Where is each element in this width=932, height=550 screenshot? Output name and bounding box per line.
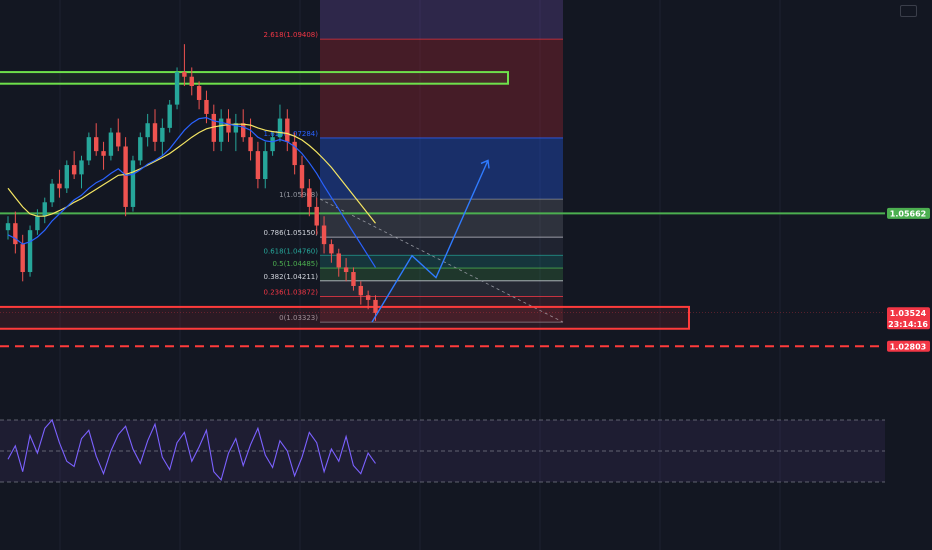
- fib-band-purple: [320, 0, 563, 40]
- candle: [263, 151, 268, 180]
- projection-arrow-head: [480, 159, 490, 169]
- candle: [365, 295, 371, 300]
- moving-averages-layer: [7, 116, 377, 268]
- candle: [270, 137, 275, 152]
- candle: [13, 223, 18, 245]
- fib-band: [320, 237, 563, 256]
- candle: [307, 188, 312, 207]
- oscillator-line: [7, 418, 376, 482]
- fib-level-label: 1(1.05968): [279, 191, 318, 199]
- maximize-button[interactable]: [900, 5, 917, 17]
- fib-band: [320, 39, 563, 138]
- candle: [138, 137, 143, 161]
- candle: [160, 127, 165, 142]
- candle: [299, 165, 305, 189]
- projection-path: [371, 160, 489, 323]
- fib-level-label: 0.5(1.04485): [272, 260, 318, 268]
- candle: [233, 123, 239, 133]
- ema-fast-line: [7, 116, 377, 268]
- zones-layer: [0, 71, 885, 348]
- candle: [321, 225, 327, 245]
- fib-level-label: 0.236(1.03872): [264, 289, 319, 297]
- candle: [71, 165, 77, 175]
- candle: [248, 137, 253, 152]
- resistance-zone: [0, 71, 509, 85]
- fib-band: [320, 199, 563, 238]
- candle: [218, 118, 224, 142]
- candle: [292, 141, 297, 166]
- price-tag: [887, 307, 930, 330]
- candle: [373, 299, 378, 313]
- candle: [64, 165, 69, 189]
- candle: [189, 76, 194, 87]
- fib-level-label: 1.618(1.07284): [264, 130, 319, 138]
- candle: [285, 118, 290, 142]
- candle: [123, 146, 128, 207]
- candle: [255, 151, 261, 180]
- candle: [86, 137, 92, 161]
- candle: [329, 244, 334, 254]
- support-zone: [0, 305, 690, 330]
- candle: [152, 123, 158, 142]
- price-tag-value: 1.02803: [890, 342, 926, 351]
- candle: [49, 183, 55, 203]
- candle: [343, 267, 349, 273]
- fib-band: [320, 280, 563, 297]
- price-axis-tags: 1.05662 1.03524 23:14:16 1.02803: [887, 207, 930, 352]
- candle: [20, 244, 25, 273]
- candle: [167, 104, 172, 128]
- candle: [336, 253, 341, 268]
- projection-layer: [371, 159, 490, 323]
- candle: [277, 118, 283, 138]
- candle: [42, 202, 47, 217]
- candle: [174, 72, 180, 105]
- candle: [35, 216, 40, 231]
- oscillator-pane[interactable]: [0, 418, 885, 483]
- price-tag: [887, 207, 930, 219]
- price-tag: [887, 340, 930, 352]
- fib-level-label: 0.618(1.04760): [264, 247, 319, 255]
- candle: [108, 132, 114, 156]
- candle: [57, 183, 62, 189]
- candle: [358, 285, 363, 296]
- fib-extension-tool[interactable]: 2.618(1.09408) 1.618(1.07284) 1(1.05968) 0.…: [264, 0, 564, 323]
- fib-level-label: 2.618(1.09408): [264, 31, 319, 39]
- price-tag-value: 1.05662: [890, 209, 926, 218]
- candle: [79, 160, 84, 175]
- candle: [211, 113, 216, 142]
- candle: [196, 86, 202, 100]
- fib-band: [320, 268, 563, 281]
- candle: [145, 123, 150, 138]
- candle: [130, 160, 136, 207]
- candle: [226, 118, 231, 133]
- candle: [27, 230, 33, 273]
- candles-layer: [5, 44, 378, 321]
- fib-band: [320, 255, 563, 269]
- candle: [5, 223, 11, 231]
- candle: [182, 72, 187, 77]
- fib-level-label: 0(1.03323): [279, 314, 318, 322]
- price-tag-value: 1.03524: [890, 309, 927, 318]
- candle: [101, 151, 106, 156]
- candle: [204, 99, 209, 114]
- candle: [314, 206, 319, 226]
- candle: [116, 132, 121, 147]
- fib-level-label: 0.382(1.04211): [264, 273, 319, 281]
- fib-band: [320, 137, 563, 200]
- candle: [351, 272, 356, 286]
- candle: [94, 137, 99, 152]
- countdown-timer: 23:14:16: [888, 320, 928, 329]
- candle: [241, 123, 246, 138]
- fib-level-label: 0.786(1.05150): [264, 229, 319, 237]
